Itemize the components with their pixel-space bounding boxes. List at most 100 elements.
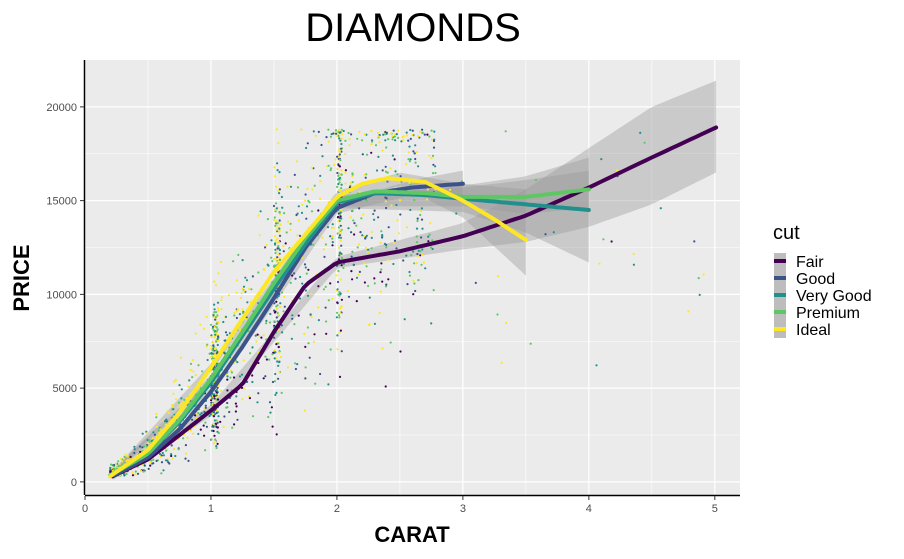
- data-point: [396, 129, 400, 132]
- data-point: [248, 287, 251, 290]
- data-point: [430, 246, 433, 249]
- data-point: [216, 386, 219, 389]
- data-point: [215, 330, 218, 333]
- data-point: [251, 275, 254, 278]
- data-point: [240, 373, 244, 376]
- data-point: [330, 167, 333, 170]
- data-point: [325, 136, 328, 139]
- data-point: [174, 454, 177, 458]
- data-point: [339, 239, 342, 242]
- data-point: [275, 391, 278, 394]
- data-point: [347, 131, 350, 135]
- data-point: [385, 146, 388, 149]
- data-point: [283, 212, 286, 215]
- data-point: [361, 139, 364, 142]
- data-point: [416, 217, 419, 220]
- data-point: [317, 209, 320, 212]
- data-point: [241, 259, 244, 262]
- data-point: [121, 460, 124, 463]
- data-point: [449, 188, 452, 191]
- data-point: [407, 151, 410, 154]
- data-point: [170, 454, 173, 458]
- data-point: [340, 244, 343, 247]
- data-point: [283, 295, 286, 298]
- data-point: [149, 461, 152, 464]
- data-point: [245, 279, 249, 282]
- data-point: [420, 253, 424, 256]
- data-point: [186, 436, 189, 439]
- data-point: [279, 355, 283, 359]
- data-point: [394, 139, 397, 142]
- x-tick-label: 5: [712, 503, 718, 515]
- data-point: [133, 445, 136, 448]
- data-point: [273, 166, 276, 169]
- data-point: [215, 326, 218, 329]
- data-point: [205, 425, 208, 428]
- data-point: [370, 247, 373, 250]
- data-point: [415, 235, 418, 238]
- data-point: [337, 182, 340, 186]
- data-point: [248, 397, 251, 400]
- legend-label-premium: Premium: [796, 305, 860, 322]
- data-point: [327, 200, 330, 204]
- data-point: [213, 311, 216, 314]
- data-point: [361, 153, 364, 156]
- data-point: [170, 403, 173, 406]
- data-point: [297, 219, 300, 222]
- data-point: [350, 270, 353, 273]
- data-point: [134, 470, 137, 473]
- data-point: [338, 316, 341, 319]
- data-point: [394, 170, 397, 173]
- data-point: [335, 316, 338, 319]
- data-point: [265, 358, 268, 361]
- data-point: [222, 320, 225, 324]
- data-point: [429, 222, 432, 225]
- data-point: [210, 335, 213, 339]
- data-point: [278, 351, 281, 354]
- data-point: [199, 428, 202, 431]
- data-point: [413, 152, 416, 155]
- data-point: [216, 411, 219, 414]
- data-point: [414, 144, 417, 147]
- data-point: [351, 209, 354, 212]
- data-point: [338, 181, 341, 184]
- data-point: [124, 453, 127, 456]
- data-point: [337, 220, 340, 223]
- data-point: [276, 360, 279, 363]
- data-point: [222, 425, 225, 428]
- data-point: [278, 192, 281, 195]
- data-point: [119, 457, 123, 460]
- data-point: [187, 385, 190, 388]
- data-point: [418, 130, 422, 133]
- data-point: [282, 250, 285, 253]
- data-point: [392, 241, 395, 244]
- data-point: [271, 260, 274, 263]
- data-point: [125, 459, 128, 463]
- data-point: [405, 254, 408, 257]
- data-point: [297, 314, 300, 317]
- data-point: [346, 289, 349, 293]
- data-point: [293, 272, 296, 275]
- data-point: [216, 337, 219, 341]
- data-point: [311, 166, 314, 169]
- data-point: [187, 459, 190, 462]
- data-point: [309, 313, 312, 316]
- data-point: [431, 247, 434, 251]
- smooth-lines: [108, 125, 719, 479]
- data-point: [430, 157, 433, 160]
- data-point: [420, 263, 423, 266]
- data-point: [428, 135, 431, 138]
- data-point: [303, 263, 307, 266]
- data-point: [210, 438, 213, 441]
- data-point: [280, 391, 283, 394]
- data-point: [145, 445, 148, 448]
- data-point: [283, 305, 286, 308]
- data-point: [317, 319, 320, 322]
- data-point: [338, 213, 341, 216]
- data-point: [213, 280, 216, 283]
- data-point: [392, 262, 395, 266]
- data-point: [296, 212, 299, 215]
- data-point: [215, 409, 218, 412]
- data-point: [358, 190, 361, 194]
- data-point: [212, 442, 215, 445]
